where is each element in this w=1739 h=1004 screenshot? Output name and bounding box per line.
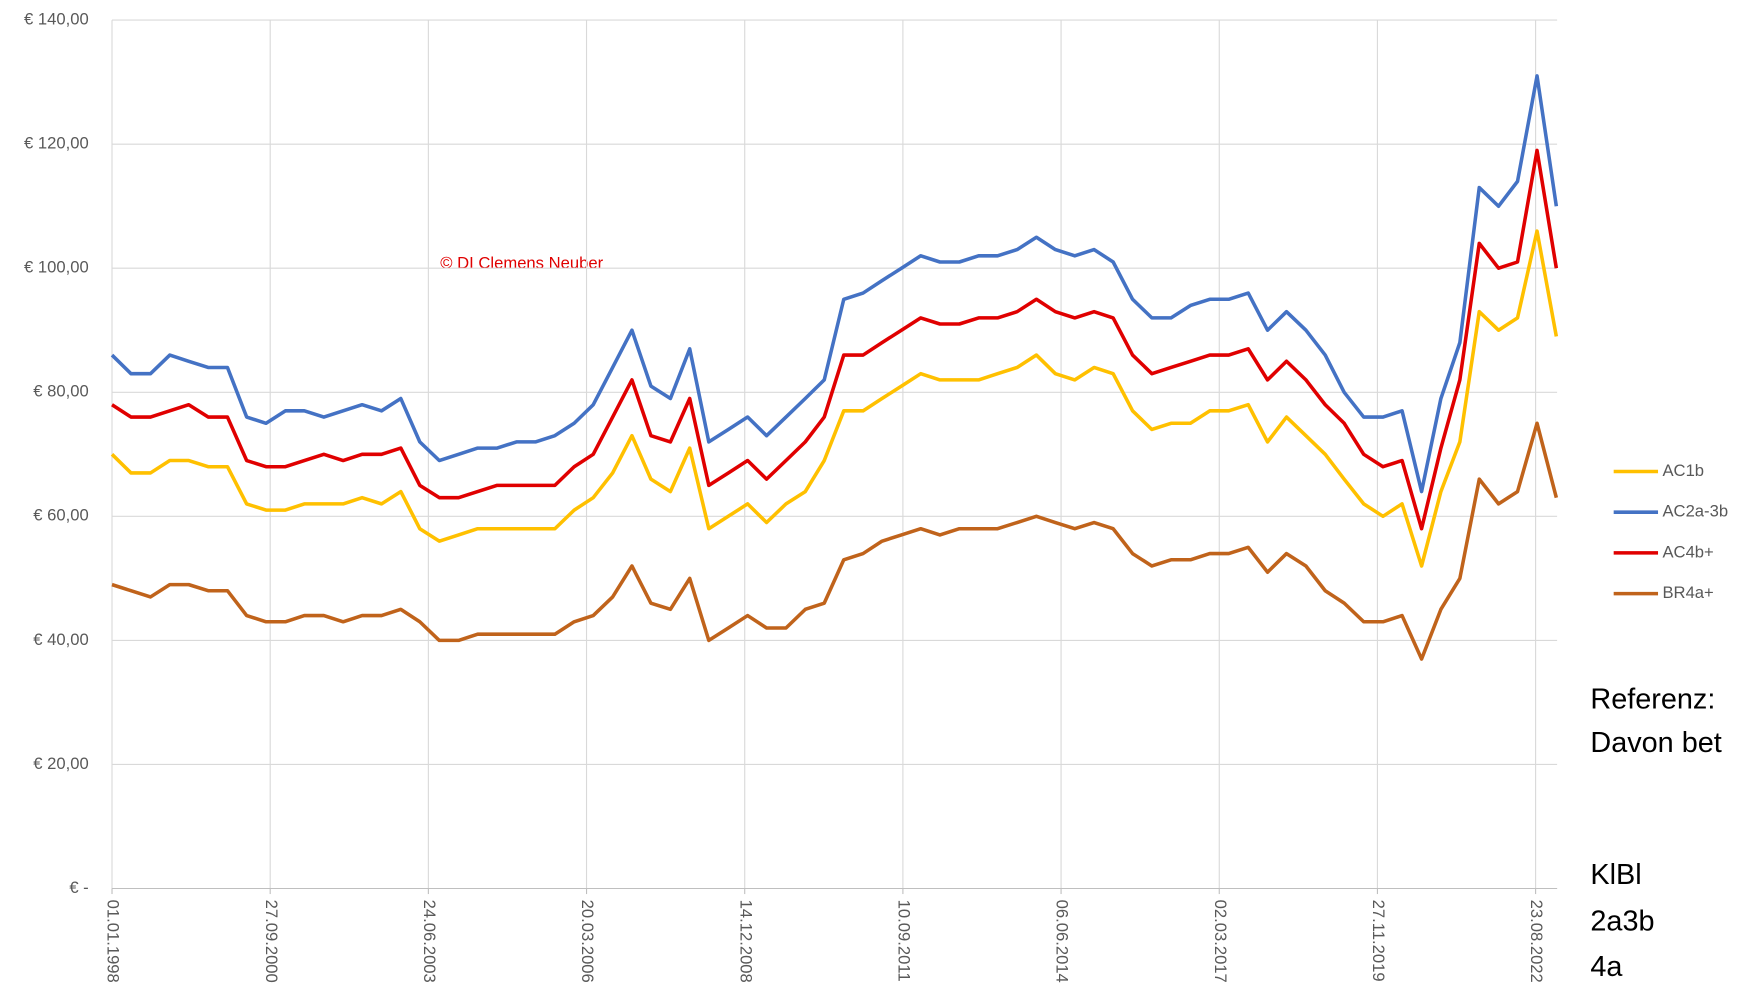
x-tick-label: 27.11.2019 (1369, 900, 1388, 982)
annotation: © DI Clemens Neuber (440, 253, 603, 272)
legend-label: AC4b+ (1662, 542, 1713, 561)
x-tick-label: 27.09.2000 (262, 900, 281, 983)
y-tick-label: € 120,00 (24, 134, 89, 153)
y-tick-label: € 20,00 (33, 754, 88, 773)
x-tick-label: 20.03.2006 (578, 900, 597, 983)
x-tick-label: 06.06.2014 (1053, 900, 1072, 983)
legend-label: AC2a-3b (1662, 502, 1728, 521)
x-tick-label: 10.09.2011 (895, 900, 914, 982)
side-text: 2a3b (1590, 905, 1654, 937)
x-tick-label: 01.01.1998 (104, 900, 123, 983)
series-line (111, 148, 1559, 531)
y-tick-label: € 40,00 (33, 630, 88, 649)
series-line (111, 421, 1559, 661)
side-text: 4a (1590, 951, 1623, 983)
series-line (110, 229, 1559, 568)
y-tick-label: € 80,00 (33, 382, 88, 401)
x-tick-label: 14.12.2008 (736, 900, 755, 983)
y-tick-label: € - (69, 878, 88, 897)
x-tick-label: 24.06.2003 (420, 900, 439, 983)
y-tick-label: € 100,00 (24, 258, 89, 277)
series-line (110, 74, 1559, 494)
y-tick-label: € 140,00 (24, 10, 89, 29)
side-text: KlBl (1590, 859, 1641, 891)
x-tick-label: 02.03.2017 (1211, 900, 1230, 983)
side-text: Referenz: (1590, 684, 1715, 716)
legend-label: BR4a+ (1662, 583, 1713, 602)
side-text: Davon bet (1590, 727, 1721, 759)
x-tick-label: 23.08.2022 (1527, 900, 1546, 983)
legend-label: AC1b (1662, 461, 1704, 480)
y-tick-label: € 60,00 (33, 506, 88, 525)
